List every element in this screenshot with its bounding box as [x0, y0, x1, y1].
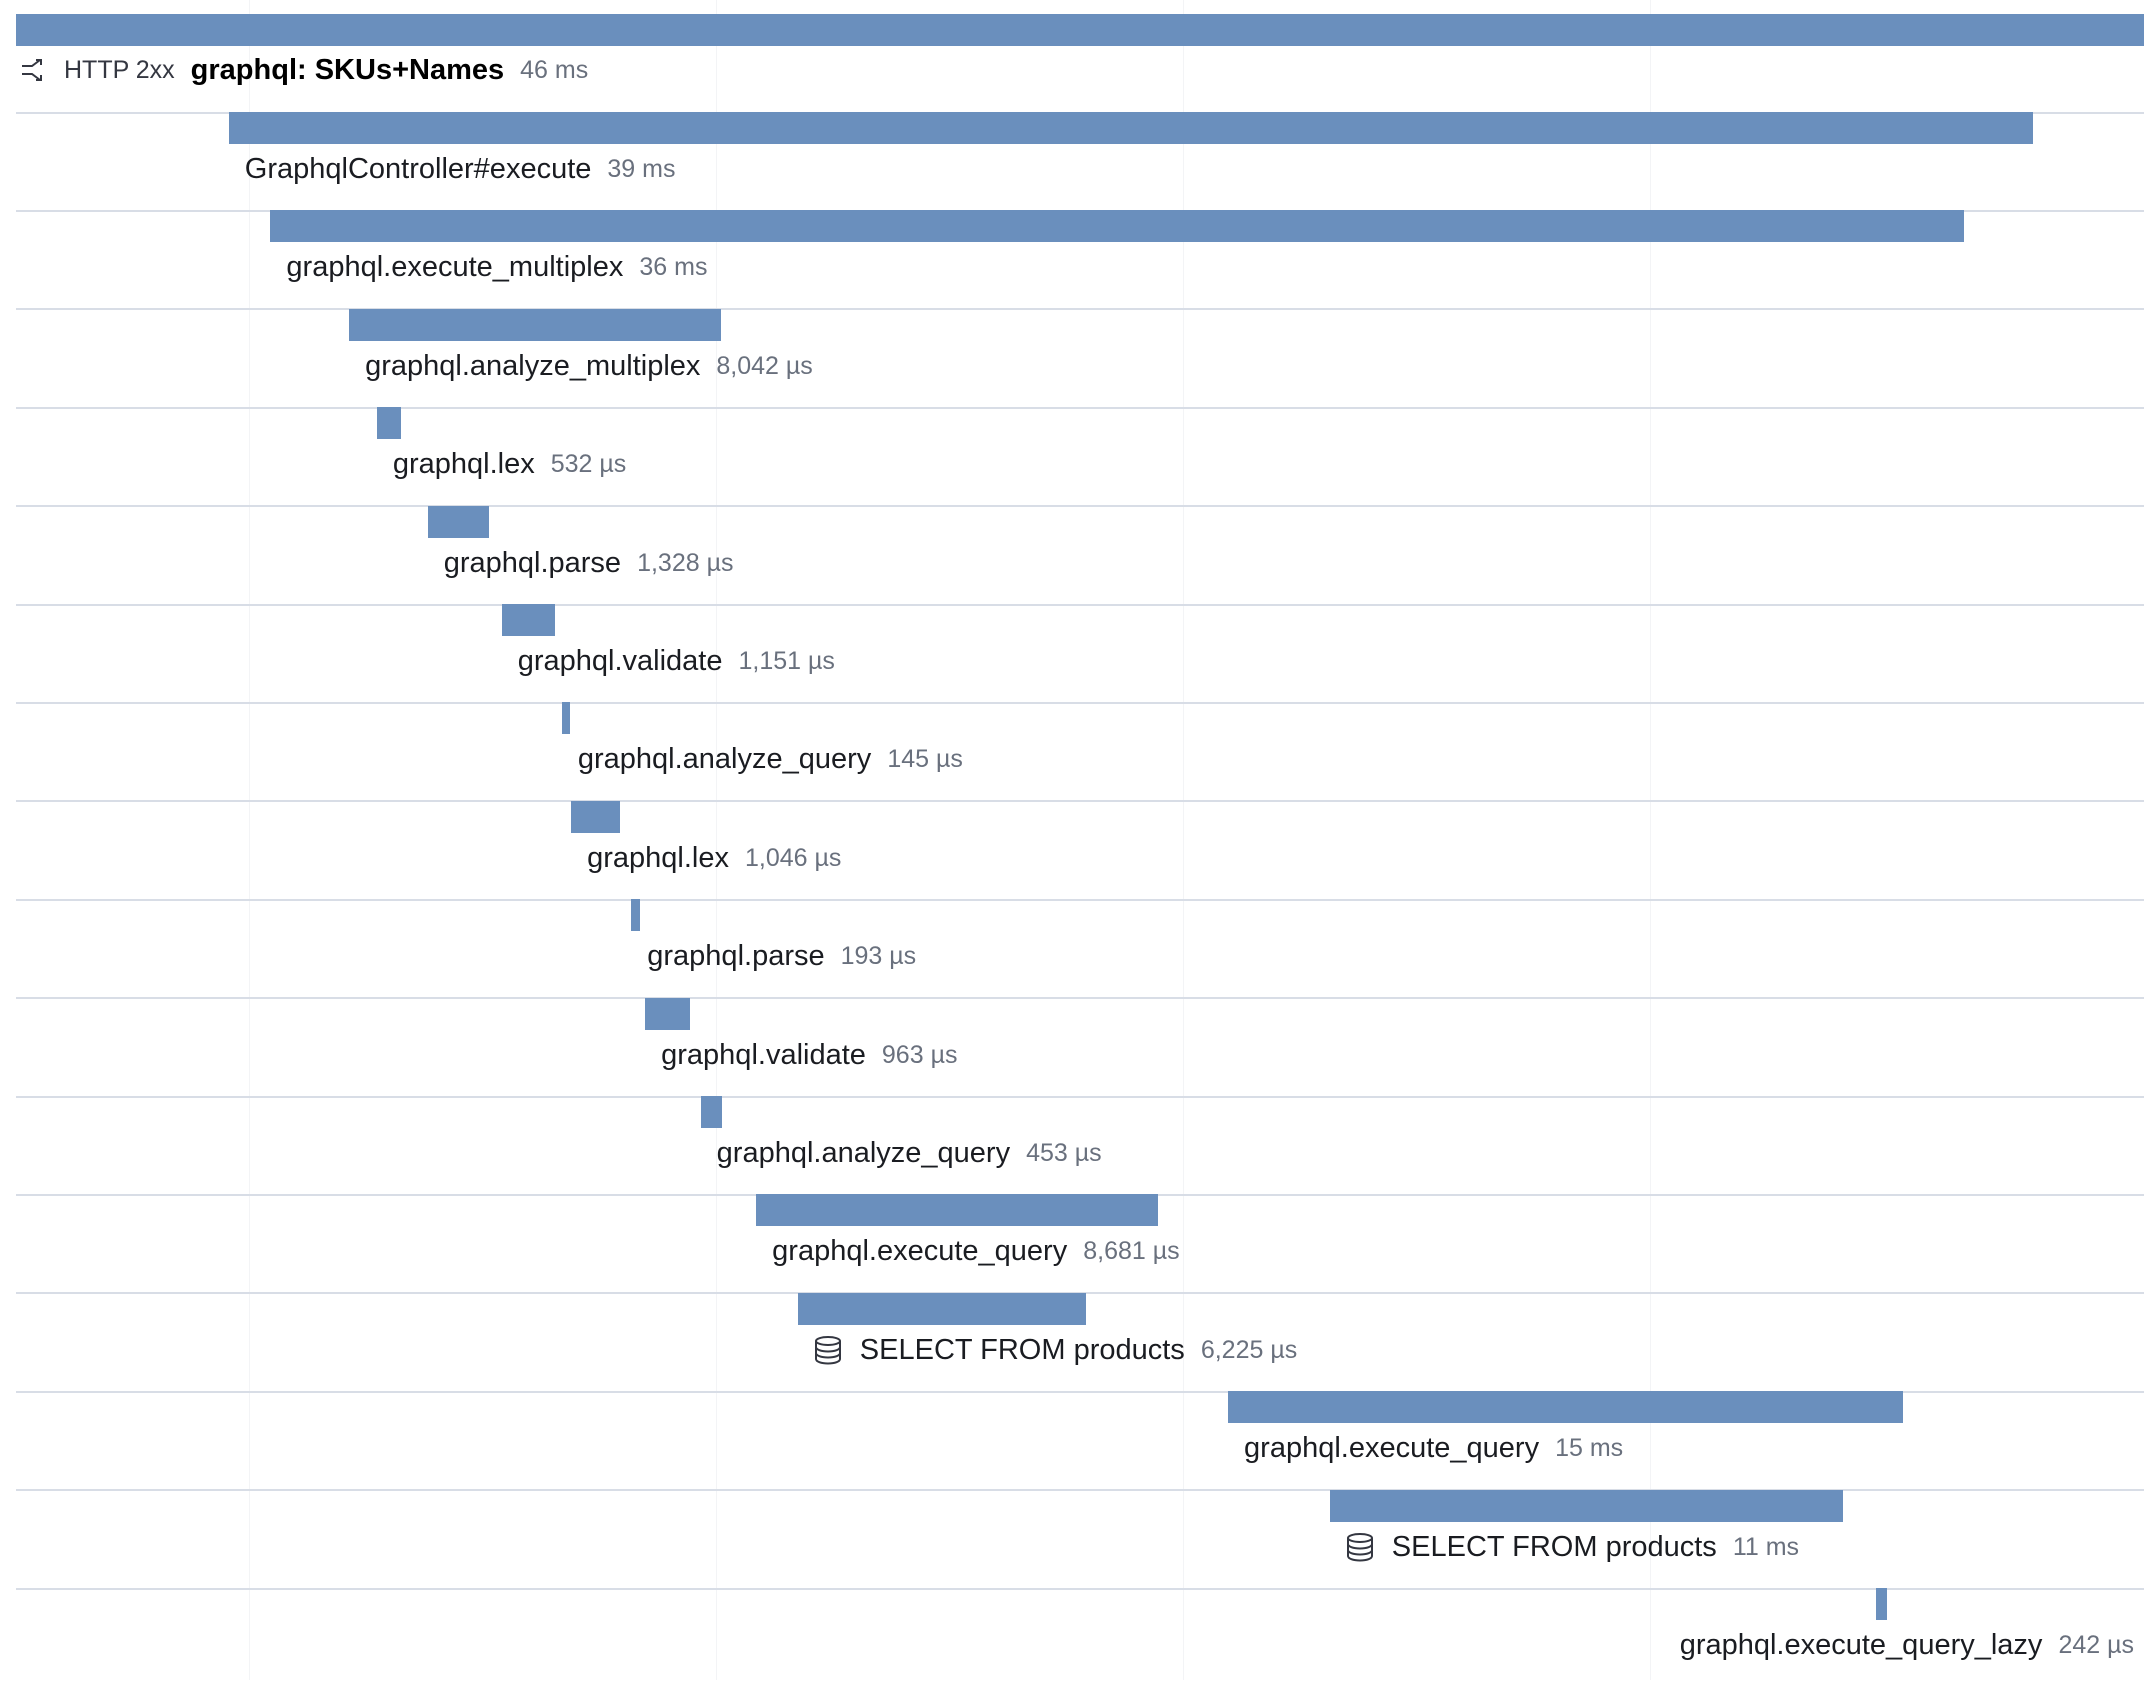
span-name: graphql.validate	[661, 1039, 866, 1071]
span-name: SELECT FROM products	[1391, 1531, 1717, 1563]
span-label: SELECT FROM products 11 ms	[1346, 1530, 1799, 1564]
span-name: graphql.validate	[517, 645, 723, 677]
span-name: graphql.parse	[443, 547, 622, 579]
transaction-duration: 46 ms	[520, 56, 589, 84]
span-bar[interactable]	[376, 407, 402, 439]
span-name: graphql.analyze_query	[716, 1137, 1011, 1169]
span-duration: 242 µs	[2058, 1631, 2134, 1659]
span-name: graphql.parse	[647, 940, 825, 972]
span-row[interactable]: graphql.lex 1,046 µs	[16, 801, 2144, 901]
span-label: graphql.execute_query 15 ms	[1244, 1431, 1623, 1465]
span-row[interactable]: SELECT FROM products 6,225 µs	[16, 1293, 2144, 1393]
span-label: graphql.parse 1,328 µs	[444, 546, 734, 580]
span-duration: 36 ms	[639, 253, 708, 281]
span-duration: 193 µs	[840, 942, 917, 970]
timeline-gridline	[716, 0, 717, 1680]
span-duration: 11 ms	[1732, 1533, 1800, 1561]
span-row[interactable]: graphql.execute_multiplex 36 ms	[16, 210, 2144, 310]
span-bar[interactable]	[797, 1293, 1086, 1325]
span-bar[interactable]	[631, 899, 641, 931]
span-bar[interactable]	[700, 1096, 722, 1128]
span-row[interactable]: graphql.parse 1,328 µs	[16, 506, 2144, 606]
span-label: GraphqlController#execute 39 ms	[245, 152, 676, 186]
span-duration: 1,328 µs	[637, 549, 734, 577]
span-duration: 8,681 µs	[1083, 1237, 1180, 1265]
span-label: graphql.execute_query 8,681 µs	[772, 1234, 1179, 1268]
span-row[interactable]: graphql.execute_query_lazy 242 µs	[16, 1588, 2144, 1686]
span-bar[interactable]	[561, 702, 570, 734]
span-row[interactable]: graphql.analyze_multiplex 8,042 µs	[16, 309, 2144, 409]
span-duration: 8,042 µs	[716, 352, 813, 380]
timeline-gridline	[249, 0, 250, 1680]
span-duration: 145 µs	[887, 745, 963, 773]
span-name: SELECT FROM products	[859, 1334, 1185, 1366]
span-name: graphql.execute_query	[772, 1235, 1068, 1267]
span-bar[interactable]	[228, 112, 2033, 144]
span-label: graphql.parse 193 µs	[647, 939, 916, 973]
span-bar[interactable]	[571, 801, 620, 833]
root-transaction-row[interactable]: HTTP 2xx graphql: SKUs+Names 46 ms	[16, 14, 2144, 114]
span-bar[interactable]	[756, 1194, 1158, 1226]
span-row[interactable]: graphql.execute_query 15 ms	[16, 1391, 2144, 1491]
span-name: graphql.execute_query_lazy	[1679, 1629, 2043, 1661]
span-label: graphql.analyze_query 145 µs	[578, 742, 963, 776]
root-transaction-label: HTTP 2xx graphql: SKUs+Names 46 ms	[20, 53, 588, 87]
http-status: HTTP 2xx	[64, 56, 175, 84]
span-label: graphql.validate 963 µs	[661, 1038, 957, 1072]
span-duration: 39 ms	[607, 155, 676, 183]
span-row[interactable]: graphql.analyze_query 145 µs	[16, 702, 2144, 802]
database-icon	[1346, 1532, 1374, 1562]
span-bar[interactable]	[1228, 1391, 1904, 1423]
span-name: GraphqlController#execute	[244, 153, 592, 185]
span-row[interactable]: graphql.execute_query 8,681 µs	[16, 1194, 2144, 1294]
span-bar[interactable]	[427, 506, 490, 538]
span-row[interactable]: graphql.parse 193 µs	[16, 899, 2144, 999]
timeline-gridline	[1183, 0, 1184, 1680]
span-bar[interactable]	[349, 309, 722, 341]
span-row[interactable]: graphql.analyze_query 453 µs	[16, 1096, 2144, 1196]
span-bar[interactable]	[270, 210, 1964, 242]
span-bar[interactable]	[645, 998, 690, 1030]
span-name: graphql.lex	[587, 842, 729, 874]
span-label: graphql.execute_multiplex 36 ms	[286, 250, 707, 284]
span-duration: 15 ms	[1555, 1434, 1624, 1462]
span-name: graphql.analyze_query	[577, 743, 872, 775]
span-duration: 963 µs	[881, 1041, 958, 1069]
span-label: graphql.execute_query_lazy 242 µs	[1680, 1628, 2134, 1662]
span-label: graphql.lex 532 µs	[393, 447, 626, 481]
span-bar[interactable]	[1875, 1588, 1887, 1620]
span-bar[interactable]	[501, 604, 555, 636]
span-name: graphql.execute_multiplex	[286, 251, 624, 283]
span-label: graphql.analyze_multiplex 8,042 µs	[365, 349, 813, 383]
span-row[interactable]: GraphqlController#execute 39 ms	[16, 112, 2144, 212]
span-duration: 1,151 µs	[738, 647, 835, 675]
merge-arrows-icon	[20, 57, 46, 83]
span-bar[interactable]	[1329, 1490, 1844, 1522]
span-row[interactable]: graphql.validate 963 µs	[16, 998, 2144, 1098]
span-row[interactable]: graphql.validate 1,151 µs	[16, 604, 2144, 704]
span-row[interactable]: graphql.lex 532 µs	[16, 407, 2144, 507]
database-icon	[814, 1335, 842, 1365]
span-name: graphql.analyze_multiplex	[365, 350, 701, 382]
span-name: graphql.lex	[392, 448, 535, 480]
span-label: graphql.validate 1,151 µs	[518, 644, 835, 678]
span-duration: 6,225 µs	[1200, 1336, 1298, 1364]
span-name: graphql.execute_query	[1244, 1432, 1540, 1464]
span-duration: 1,046 µs	[745, 844, 842, 872]
span-duration: 453 µs	[1026, 1139, 1102, 1167]
span-duration: 532 µs	[550, 450, 627, 478]
transaction-name: graphql: SKUs+Names	[190, 54, 505, 86]
root-transaction-bar[interactable]	[16, 14, 2144, 46]
timeline-gridline	[1650, 0, 1651, 1680]
span-row[interactable]: SELECT FROM products 11 ms	[16, 1490, 2144, 1590]
span-label: graphql.lex 1,046 µs	[587, 841, 841, 875]
span-label: graphql.analyze_query 453 µs	[717, 1136, 1102, 1170]
span-label: SELECT FROM products 6,225 µs	[814, 1333, 1297, 1367]
